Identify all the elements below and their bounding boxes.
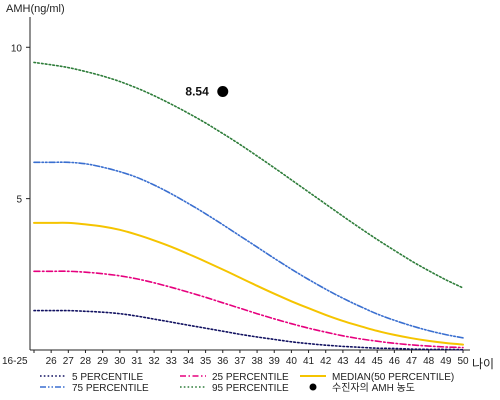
- x-tick-label: 27: [63, 356, 75, 367]
- x-tick-label: 50: [457, 356, 469, 367]
- x-tick-label: 16-25: [2, 356, 28, 367]
- x-tick-label: 47: [406, 356, 418, 367]
- x-axis-title: 나이: [472, 357, 494, 371]
- y-axis-label: AMH(ng/ml): [6, 3, 65, 15]
- series-lines: [33, 61, 464, 351]
- legend-label: MEDIAN(50 PERCENTILE): [332, 372, 454, 383]
- y-tick-label: 5: [16, 195, 22, 206]
- x-tick-label: 34: [183, 356, 195, 367]
- x-tick-label: 35: [200, 356, 212, 367]
- legend-label: 95 PERCENTILE: [212, 383, 289, 394]
- patient-amh-value-label: 8.54: [185, 84, 209, 98]
- y-axis-title: AMH(ng/ml): [6, 3, 65, 15]
- x-tick-label: 49: [440, 356, 452, 367]
- x-tick-label: 33: [166, 356, 178, 367]
- legend-point-marker: [309, 383, 317, 391]
- legend-label: 25 PERCENTILE: [212, 372, 289, 383]
- data-points: 8.54: [185, 84, 229, 98]
- x-tick-label: 43: [337, 356, 349, 367]
- x-tick-label: 45: [372, 356, 384, 367]
- x-tick-label: 38: [252, 356, 264, 367]
- x-tick-label: 42: [320, 356, 332, 367]
- axes: [29, 17, 470, 351]
- patient-amh-point: [217, 85, 229, 97]
- legend-label: 5 PERCENTILE: [72, 372, 143, 383]
- x-ticks: 16-25 26 27 28 29 30 31 32 33 34 35 36 37 38 39 40 41 42 4…: [2, 350, 469, 367]
- x-tick-label: 37: [234, 356, 246, 367]
- x-tick-label: 30: [114, 356, 126, 367]
- x-tick-label: 40: [286, 356, 298, 367]
- x-tick-label: 39: [269, 356, 281, 367]
- y-tick-label: 10: [11, 43, 23, 54]
- x-tick-label: 28: [80, 356, 92, 367]
- series-line-75-percentile: [33, 161, 464, 339]
- x-tick-label: 41: [303, 356, 315, 367]
- x-tick-label: 46: [389, 356, 401, 367]
- x-tick-label: 31: [131, 356, 143, 367]
- x-tick-label: 36: [217, 356, 229, 367]
- legend: 5 PERCENTILE 25 PERCENTILE MEDIAN(50 PERCE…: [40, 372, 454, 394]
- legend-label: 75 PERCENTILE: [72, 383, 149, 394]
- x-tick-label: 44: [354, 356, 366, 367]
- x-tick-label: 48: [423, 356, 435, 367]
- x-tick-label: 32: [149, 356, 161, 367]
- legend-label: 수진자의 AMH 농도: [332, 382, 415, 394]
- series-line-5-percentile: [33, 309, 464, 351]
- x-tick-label: 29: [97, 356, 109, 367]
- x-tick-label: 26: [46, 356, 58, 367]
- series-line-25-percentile: [33, 270, 464, 349]
- y-ticks: 5 10: [11, 43, 30, 206]
- series-line-95-percentile: [33, 61, 464, 289]
- series-line-median-50-percentile: [33, 221, 464, 346]
